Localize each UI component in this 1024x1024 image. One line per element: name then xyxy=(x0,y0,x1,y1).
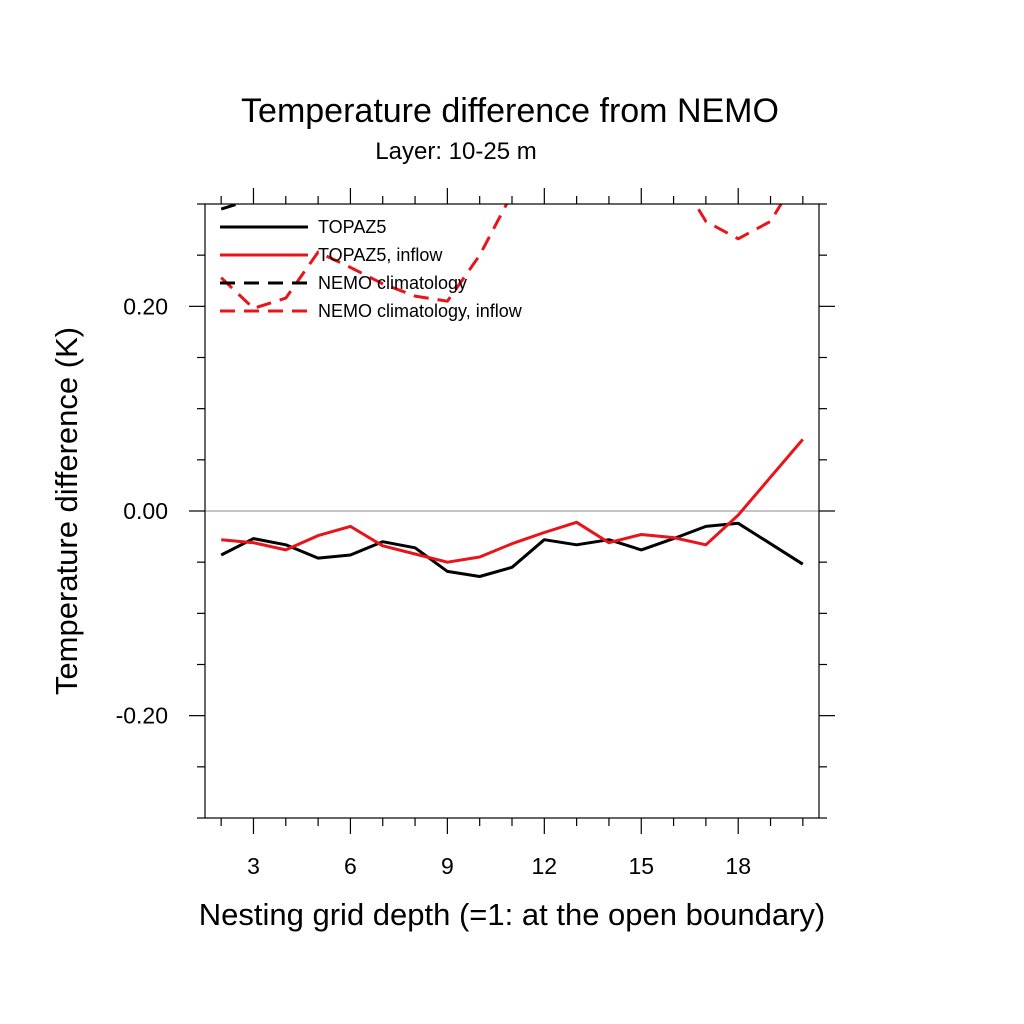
legend: TOPAZ5 TOPAZ5, inflow NEMO climatology NEMO… xyxy=(220,217,523,321)
legend-label: TOPAZ5, inflow xyxy=(318,245,443,265)
x-tick-label: 18 xyxy=(725,853,751,879)
series-line-2 xyxy=(221,438,804,564)
x-tick-label: 6 xyxy=(344,853,357,879)
legend-label: NEMO climatology, inflow xyxy=(318,301,523,321)
x-tick-label: 15 xyxy=(628,853,654,879)
series-line-1 xyxy=(220,521,804,578)
series-group xyxy=(220,204,804,578)
y-tick-label: -0.20 xyxy=(116,703,168,729)
chart-subtitle: Layer: 10-25 m xyxy=(375,138,536,165)
y-axis-label: Temperature difference (K) xyxy=(49,327,84,695)
chart-title: Temperature difference from NEMO xyxy=(241,92,779,130)
legend-label: TOPAZ5 xyxy=(318,217,386,237)
series-line-4 xyxy=(220,204,509,310)
x-tick-label: 3 xyxy=(247,853,260,879)
y-tick-label: 0.00 xyxy=(123,498,168,524)
y-tick-label: 0.20 xyxy=(123,293,168,319)
x-tick-label: 12 xyxy=(532,853,558,879)
series-line-3 xyxy=(220,204,243,211)
series-line-4 xyxy=(693,204,783,241)
legend-label: NEMO climatology xyxy=(318,273,467,293)
axis-ticks: 3 6 9 12 15 18 0.20 0.00 -0.20 xyxy=(116,188,835,879)
x-tick-label: 9 xyxy=(441,853,454,879)
x-axis-label: Nesting grid depth (=1: at the open boun… xyxy=(199,897,825,932)
